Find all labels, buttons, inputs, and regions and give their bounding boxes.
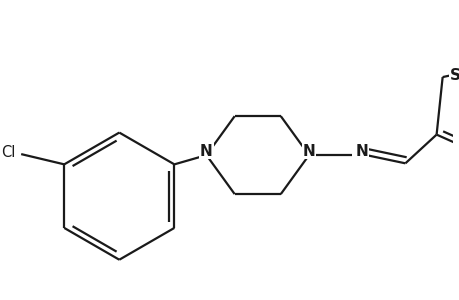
Text: N: N [302, 143, 315, 158]
Text: Cl: Cl [0, 145, 15, 160]
Text: N: N [200, 143, 213, 158]
Text: S: S [448, 68, 459, 82]
Text: N: N [354, 143, 367, 158]
